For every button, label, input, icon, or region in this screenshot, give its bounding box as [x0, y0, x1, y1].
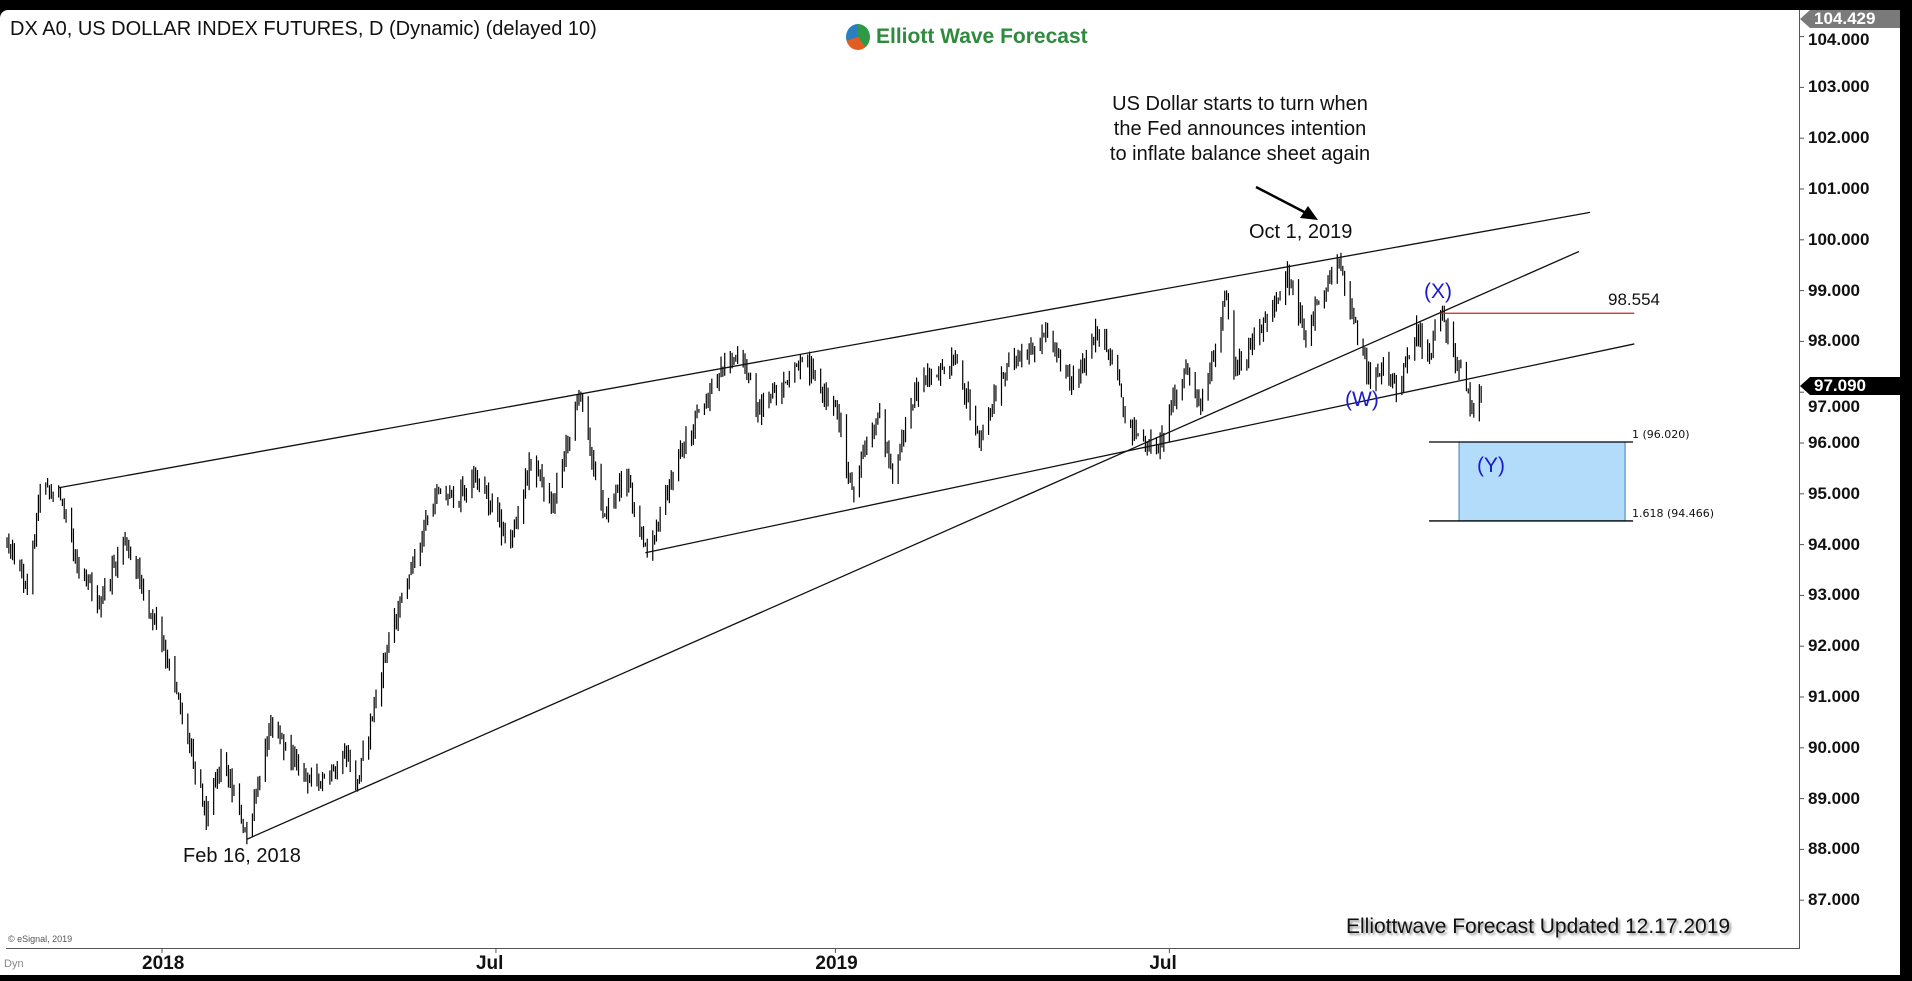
- fib-1618-label: 1.618 (94.466): [1632, 507, 1715, 520]
- arrow-head-icon: [1300, 206, 1318, 220]
- note-line: the Fed announces intention: [1113, 118, 1367, 140]
- y-tick-label: 89.000: [1808, 788, 1860, 808]
- last-price-tag: 97.090: [1800, 377, 1912, 395]
- dyn-toggle[interactable]: Dyn: [4, 958, 24, 970]
- trendline: [645, 343, 1635, 554]
- note-line: to inflate balance sheet again: [1109, 143, 1371, 165]
- y-tick-label: 96.000: [1808, 433, 1860, 452]
- x-tick-label: 2019: [815, 953, 858, 974]
- copyright: © eSignal, 2019: [8, 934, 73, 944]
- logo: Elliott Wave Forecast: [846, 24, 1088, 50]
- wave-y-label: (Y): [1477, 454, 1505, 477]
- y-tick-label: 87.000: [1808, 890, 1860, 910]
- fib-1-label: 1 (96.020): [1632, 428, 1690, 441]
- y-tick-label: 102.000: [1808, 128, 1870, 148]
- y-tick-label: 94.000: [1808, 534, 1860, 554]
- level-label: 98.554: [1608, 290, 1660, 309]
- note-line: US Dollar starts to turn when: [1112, 93, 1368, 115]
- x-tick-label: 2018: [142, 953, 185, 974]
- plot-area: [6, 10, 1800, 949]
- y-tick-label: 101.000: [1808, 179, 1870, 198]
- x-tick-label: Jul: [475, 953, 504, 974]
- y-tick-label: 99.000: [1808, 280, 1860, 300]
- y-tick-label: 103.000: [1808, 77, 1870, 97]
- high-price-tag: 104.429: [1800, 10, 1900, 28]
- y-tick-label: 92.000: [1808, 636, 1860, 656]
- chart-title: DX A0, US DOLLAR INDEX FUTURES, D (Dynam…: [10, 18, 597, 40]
- logo-icon: [846, 24, 870, 50]
- annotation-note: US Dollar starts to turn when the Fed an…: [1080, 92, 1400, 167]
- annotation-arrow: [1255, 185, 1311, 217]
- updated-stamp: Elliottwave Forecast Updated 12.17.2019: [1346, 915, 1731, 938]
- wave-w-label: (W): [1345, 388, 1379, 411]
- trendline: [246, 250, 1580, 840]
- y-tick-label: 98.000: [1808, 331, 1860, 351]
- y-tick-label: 95.000: [1808, 483, 1860, 503]
- high-date-label: Oct 1, 2019: [1249, 221, 1353, 243]
- wave-x-label: (X): [1424, 280, 1452, 303]
- target-zone: [1458, 441, 1626, 522]
- y-tick-label: 90.000: [1808, 737, 1860, 757]
- x-tick-label: Jul: [1149, 953, 1177, 974]
- low-date-label: Feb 16, 2018: [183, 845, 301, 867]
- trendline: [58, 211, 1591, 489]
- y-tick-label: 104.000: [1808, 30, 1870, 49]
- y-tick-label: 97.000: [1808, 397, 1860, 416]
- logo-text: Elliott Wave Forecast: [876, 25, 1088, 48]
- y-tick-label: 88.000: [1808, 839, 1860, 859]
- y-tick-label: 93.000: [1808, 585, 1860, 605]
- y-tick-label: 100.000: [1808, 229, 1870, 249]
- y-tick-label: 91.000: [1808, 687, 1860, 706]
